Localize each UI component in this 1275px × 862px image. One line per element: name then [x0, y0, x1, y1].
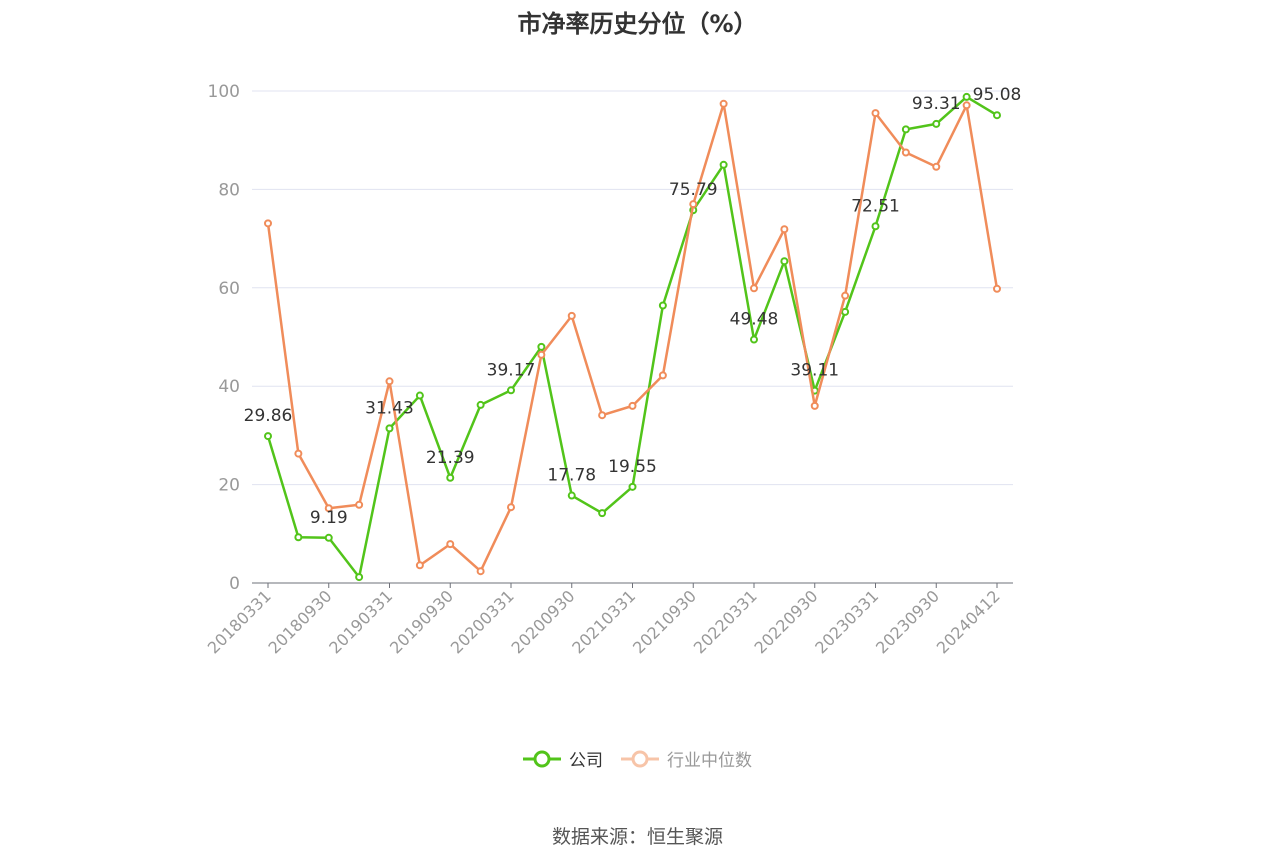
data-label: 31.43 — [365, 398, 414, 418]
data-label: 39.11 — [790, 361, 839, 381]
legend-company-marker — [523, 750, 561, 767]
series-point-1 — [719, 99, 728, 108]
x-tick-label: 20220930 — [751, 586, 822, 657]
series-point-0 — [264, 432, 272, 441]
series-point-1 — [628, 401, 637, 410]
series-point-1 — [507, 503, 515, 512]
x-tick-label: 20210930 — [629, 586, 700, 657]
series-point-1 — [901, 148, 910, 157]
x-tick-label: 20210331 — [568, 586, 639, 657]
series-point-1 — [750, 284, 758, 293]
data-label: 21.39 — [426, 448, 475, 468]
line-chart: 0 20 40 60 80 100 2018033120180930201903312019… — [204, 82, 1022, 657]
y-tick-label: 0 — [229, 574, 240, 594]
series-point-1 — [780, 225, 789, 234]
x-tick-label: 20200930 — [508, 586, 579, 657]
x-tick-label: 20220331 — [690, 586, 761, 657]
series-point-0 — [780, 257, 789, 266]
axes: 0 20 40 60 80 100 2018033120180930201903312019… — [204, 82, 1013, 657]
y-tick-label: 100 — [208, 82, 240, 102]
x-tick-label: 20200331 — [447, 586, 518, 657]
series-point-1 — [598, 411, 607, 420]
series-point-1 — [689, 200, 698, 209]
series-point-1 — [415, 561, 424, 570]
y-tick-label: 40 — [218, 377, 240, 397]
series-point-1 — [355, 500, 364, 509]
data-labels: 29.86 9.19 31.43 21.39 39.17 17.78 19.55 75.79 4… — [244, 85, 1022, 528]
legend-label-industry: 行业中位数 — [667, 751, 752, 771]
series-point-0 — [324, 533, 333, 542]
series-line-1 — [266, 102, 999, 573]
series-point-0 — [719, 160, 728, 169]
series-point-1 — [537, 350, 546, 359]
data-label: 17.78 — [547, 466, 596, 486]
data-label: 93.31 — [912, 94, 961, 114]
series-point-0 — [901, 125, 910, 134]
series-point-1 — [658, 371, 667, 380]
series-point-0 — [507, 386, 515, 395]
legend: 公司 行业中位数 — [0, 746, 1275, 771]
data-label: 72.51 — [851, 196, 900, 216]
series-line-0 — [266, 95, 998, 579]
y-tick-label: 20 — [218, 476, 240, 496]
series-point-0 — [841, 307, 850, 316]
series-point-1 — [993, 284, 1001, 293]
data-label: 29.86 — [244, 406, 293, 426]
series-point-0 — [567, 491, 576, 500]
data-label: 39.17 — [487, 360, 536, 380]
series-point-0 — [446, 473, 455, 482]
series-point-0 — [932, 119, 941, 128]
series-point-1 — [962, 101, 971, 110]
series-point-0 — [415, 391, 424, 400]
series-point-1 — [385, 377, 394, 386]
series-point-1 — [567, 311, 576, 320]
series-point-0 — [385, 424, 394, 433]
series-point-1 — [932, 162, 941, 171]
series-point-0 — [294, 533, 303, 542]
series-point-1 — [841, 291, 850, 300]
legend-item-industry[interactable]: 行业中位数 — [621, 746, 752, 771]
series-point-1 — [294, 449, 303, 458]
chart-title: 市净率历史分位（%） — [517, 10, 758, 38]
data-label: 9.19 — [310, 508, 348, 528]
series-point-1 — [810, 401, 819, 410]
series-point-0 — [355, 573, 364, 582]
legend-industry-marker — [621, 750, 659, 767]
legend-item-company[interactable]: 公司 — [523, 746, 603, 771]
series-point-0 — [476, 400, 485, 409]
x-tick-label: 20180930 — [265, 586, 336, 657]
data-label: 75.79 — [669, 180, 718, 200]
x-tick-label: 20180331 — [204, 586, 275, 657]
series-point-1 — [871, 109, 880, 118]
series-point-0 — [658, 301, 667, 310]
x-tick-label: 20240412 — [933, 586, 1004, 657]
series-point-0 — [871, 222, 880, 231]
x-tick-label: 20190930 — [386, 586, 457, 657]
series-point-0 — [962, 92, 971, 101]
x-tick-label: 20230331 — [811, 586, 882, 657]
y-tick-label: 80 — [218, 180, 240, 200]
legend-label-company: 公司 — [569, 751, 603, 771]
x-tick-label: 20190331 — [325, 586, 396, 657]
data-label: 19.55 — [608, 457, 657, 477]
series-point-1 — [476, 567, 485, 576]
series-point-1 — [264, 219, 272, 228]
x-tick-label: 20230930 — [872, 586, 943, 657]
source-note: 数据来源：恒生聚源 — [551, 826, 723, 848]
series-point-1 — [324, 504, 333, 513]
data-label: 95.08 — [973, 85, 1022, 105]
series-point-0 — [628, 482, 637, 491]
series-point-0 — [993, 111, 1001, 120]
series-point-0 — [750, 335, 758, 344]
y-tick-label: 60 — [218, 279, 240, 299]
data-label: 49.48 — [730, 310, 779, 330]
series-point-0 — [537, 342, 546, 351]
series-point-0 — [598, 509, 607, 518]
series-lines — [264, 92, 1001, 582]
series-point-1 — [446, 540, 455, 549]
